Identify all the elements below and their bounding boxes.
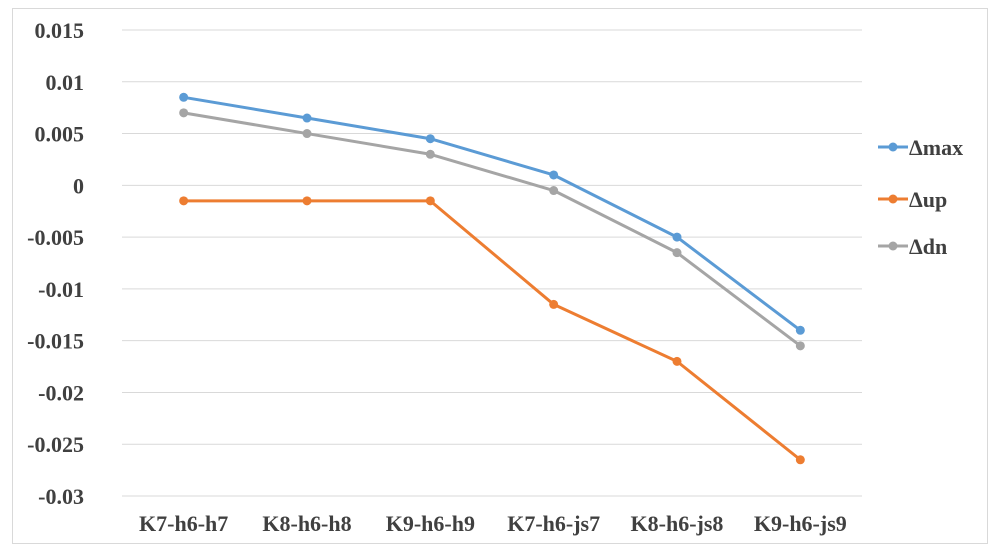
data-point — [672, 356, 682, 366]
data-point — [302, 113, 312, 123]
data-point — [302, 196, 312, 206]
y-tick-label: -0.005 — [27, 225, 84, 250]
legend-swatch-marker — [888, 194, 898, 204]
legend-label: Δdn — [909, 234, 947, 259]
series-line — [183, 111, 802, 348]
y-tick-label: -0.015 — [27, 329, 84, 354]
gridlines — [122, 29, 862, 497]
legend: Δmax Δup Δdn — [878, 135, 963, 259]
chart-frame — [12, 8, 988, 544]
data-point — [795, 455, 805, 465]
y-tick-label: -0.02 — [38, 380, 84, 405]
data-point — [179, 92, 189, 102]
data-point — [672, 248, 682, 258]
series-lines — [179, 92, 805, 465]
data-point — [179, 196, 189, 206]
x-tick-label: K9-h6-js9 — [754, 511, 847, 536]
y-tick-label: -0.03 — [38, 484, 84, 509]
data-point — [549, 299, 559, 309]
series-line — [183, 199, 802, 461]
x-axis-tick-labels: K7-h6-h7 K8-h6-h8 K9-h6-h9 K7-h6-js7 K8-h6-j… — [139, 511, 847, 536]
data-point — [795, 325, 805, 335]
x-tick-label: K7-h6-h7 — [139, 511, 228, 536]
legend-label: Δup — [909, 187, 947, 212]
y-tick-label: 0.015 — [35, 18, 85, 43]
y-tick-label: -0.025 — [27, 432, 84, 457]
data-point — [549, 186, 559, 196]
series-line — [183, 95, 802, 332]
x-tick-label: K8-h6-h8 — [262, 511, 351, 536]
y-axis-tick-labels: 0.015 0.01 0.005 0 -0.005 -0.01 -0.015 -0.02 -0.… — [27, 18, 84, 509]
data-point — [425, 196, 435, 206]
data-point — [549, 170, 559, 180]
data-point — [179, 108, 189, 118]
legend-label: Δmax — [909, 135, 963, 160]
y-tick-label: 0.005 — [35, 122, 85, 147]
data-point — [425, 149, 435, 159]
y-tick-label: 0.01 — [46, 70, 85, 95]
data-point — [302, 129, 312, 139]
data-point — [672, 232, 682, 242]
x-tick-label: K9-h6-h9 — [386, 511, 475, 536]
x-tick-label: K7-h6-js7 — [507, 511, 600, 536]
x-tick-label: K8-h6-js8 — [631, 511, 724, 536]
data-point — [795, 341, 805, 351]
y-tick-label: -0.01 — [38, 277, 84, 302]
y-tick-label: 0 — [73, 173, 84, 198]
data-point — [425, 134, 435, 144]
legend-swatch-marker — [888, 241, 898, 251]
legend-swatch-marker — [888, 142, 898, 152]
